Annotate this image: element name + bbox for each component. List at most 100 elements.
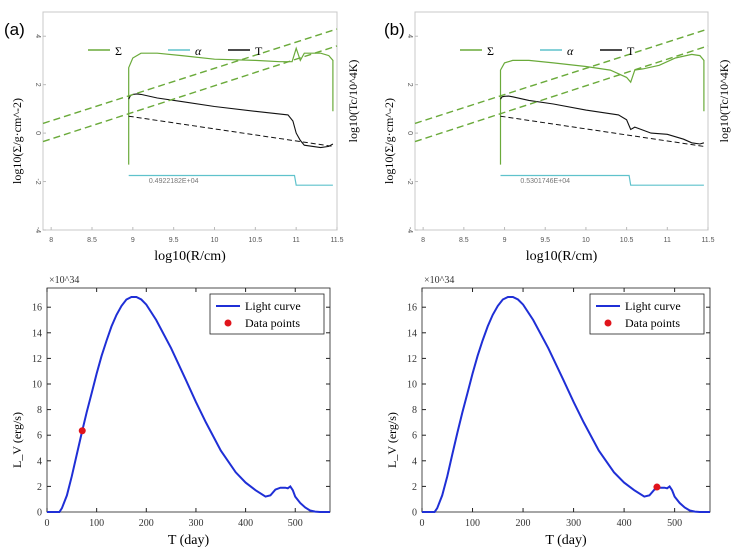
y-tick-label: 0 [406, 131, 413, 135]
disk-panel-a: (a) 8 8.5 9 9.5 10 10.5 11 11.5 -4 -2 0 2 4 log10(R/cm… [4, 11, 360, 264]
series-line-2 [128, 93, 334, 149]
y-tick-label: 4 [34, 34, 41, 38]
legend-label: Data points [625, 316, 680, 330]
series-line-1 [500, 174, 704, 186]
x-tick-label: 0 [45, 518, 50, 529]
y-tick-label: 12 [32, 354, 42, 365]
series-line-5 [128, 115, 333, 147]
y-tick-label: 10 [407, 380, 417, 391]
x-tick-label: 9 [131, 237, 135, 244]
x-tick-label: 10.5 [620, 237, 634, 244]
legend-label: T [255, 44, 263, 58]
legend-label: T [627, 44, 635, 58]
y-tick-label: 4 [412, 456, 417, 467]
x-tick-label: 10.5 [249, 237, 263, 244]
x-tick-label: 100 [89, 518, 104, 529]
y-tick-label: 14 [32, 328, 42, 339]
y-tick-label: -2 [34, 178, 41, 184]
light-curve-line [422, 296, 710, 513]
legend-label: Light curve [245, 299, 301, 313]
y-multiplier: ×10^34 [424, 275, 454, 286]
legend-swatch-dot [224, 319, 232, 327]
legend-label: α [195, 44, 202, 58]
x-tick-label: 0 [420, 518, 425, 529]
legend-box [589, 293, 705, 335]
y-axis-label: L_V (erg/s) [385, 412, 399, 468]
x-tick-label: 8.5 [87, 237, 97, 244]
legend-label: Data points [245, 316, 300, 330]
y-tick-label: 8 [37, 405, 42, 416]
legend-label: Σ [115, 44, 122, 58]
legend-label: α [567, 44, 574, 58]
series-line-4 [42, 45, 338, 143]
x-tick-label: 8 [49, 237, 53, 244]
x-axis-label: T (day) [545, 533, 587, 548]
lightcurve-panel-right: 0 100 200 300 400 500 0 2 4 6 8 10 12 14 16 ×10^34 T (da… [385, 275, 711, 548]
x-tick-label: 100 [465, 518, 480, 529]
y-tick-label: 4 [406, 34, 413, 38]
light-curve-line [47, 296, 330, 513]
y-tick-label: -4 [406, 227, 413, 233]
y-axis-label-right: log10(Tc/10^4K) [346, 60, 360, 143]
x-tick-label: 300 [566, 518, 581, 529]
y-tick-label: 2 [34, 83, 41, 87]
lightcurve-panel-left: 0 100 200 300 400 500 0 2 4 6 8 10 12 14 16 ×10^34 T (da… [10, 275, 331, 548]
x-tick-label: 300 [188, 518, 203, 529]
x-axis-label: log10(R/cm) [154, 249, 226, 264]
legend-label: Light curve [625, 299, 681, 313]
y-tick-label: 0 [412, 508, 417, 519]
x-tick-label: 400 [617, 518, 632, 529]
x-tick-label: 8 [421, 237, 425, 244]
x-tick-label: 500 [288, 518, 303, 529]
y-tick-label: 10 [32, 380, 42, 391]
annotation-stamp: 0.4922182E+04 [149, 178, 199, 185]
x-axis-label: T (day) [168, 533, 210, 548]
x-tick-label: 9 [503, 237, 507, 244]
legend-label: Σ [487, 44, 494, 58]
y-tick-label: 14 [407, 328, 417, 339]
y-tick-label: 2 [37, 482, 42, 493]
x-tick-label: 200 [516, 518, 531, 529]
y-multiplier: ×10^34 [49, 275, 79, 286]
series-line-5 [500, 115, 704, 147]
series-line-0 [499, 53, 705, 165]
x-axis-label: log10(R/cm) [526, 249, 598, 264]
legend-swatch-dot [604, 319, 612, 327]
legend-box [209, 293, 325, 335]
series-line-0 [128, 46, 334, 165]
data-point [653, 483, 661, 491]
y-tick-label: 2 [406, 83, 413, 87]
x-tick-label: 200 [139, 518, 154, 529]
axes-box [42, 11, 338, 231]
y-axis-label-left: log10(Σ/g·cm^-2) [382, 98, 396, 184]
annotation-stamp: 0.5301746E+04 [520, 178, 570, 185]
series-line-3 [414, 28, 709, 125]
panel-label: (b) [384, 20, 405, 39]
data-point [78, 427, 86, 435]
x-tick-label: 10 [582, 237, 590, 244]
x-tick-label: 9.5 [540, 237, 550, 244]
y-tick-label: 2 [412, 482, 417, 493]
y-axis-label: L_V (erg/s) [10, 412, 24, 468]
y-tick-label: 8 [412, 405, 417, 416]
axes-box [414, 11, 709, 231]
y-tick-label: -4 [34, 227, 41, 233]
y-axis-label-right: log10(Tc/10^4K) [717, 60, 731, 143]
y-tick-label: 0 [34, 131, 41, 135]
panel-label: (a) [4, 20, 25, 39]
series-line-2 [500, 95, 705, 145]
y-tick-label: 16 [32, 303, 42, 314]
x-tick-label: 10 [211, 237, 219, 244]
series-line-1 [128, 174, 333, 186]
y-tick-label: 6 [412, 431, 417, 442]
y-tick-label: 12 [407, 354, 417, 365]
x-tick-label: 11 [293, 237, 300, 244]
series-line-3 [42, 28, 338, 125]
disk-panel-b: (b) 8 8.5 9 9.5 10 10.5 11 11.5 -4 -2 0 2 4 log10(R/cm… [382, 11, 731, 264]
x-tick-label: 8.5 [459, 237, 469, 244]
y-axis-label-left: log10(Σ/g·cm^-2) [10, 98, 24, 184]
x-tick-label: 11 [664, 237, 671, 244]
x-tick-label: 11.5 [701, 237, 714, 244]
y-tick-label: 4 [37, 456, 42, 467]
